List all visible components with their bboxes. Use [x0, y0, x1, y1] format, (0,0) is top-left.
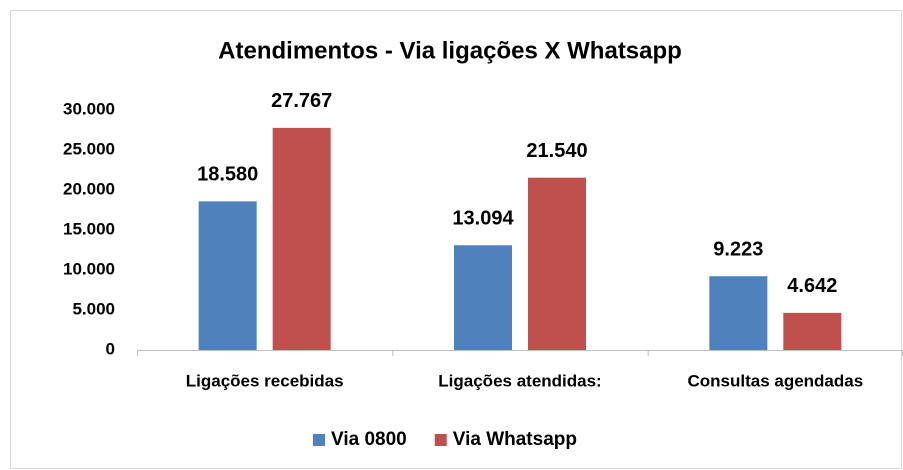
bar	[454, 245, 512, 350]
data-label: 21.540	[526, 140, 587, 162]
chart-frame	[10, 10, 902, 469]
x-tick-label: Consultas agendadas	[687, 371, 863, 390]
legend-swatch	[434, 434, 447, 446]
data-label: 13.094	[452, 208, 514, 230]
bar	[783, 312, 842, 350]
y-tick-label: 5.000	[72, 299, 115, 318]
x-tick-label: Ligações atendidas:	[438, 371, 601, 390]
y-tick-label: 30.000	[63, 99, 115, 118]
bar	[272, 127, 331, 350]
y-tick-label: 25.000	[63, 139, 115, 158]
legend-swatch	[313, 434, 325, 446]
data-label: 27.767	[271, 90, 332, 112]
y-tick-label: 0	[106, 339, 115, 358]
data-label: 4.642	[787, 275, 837, 297]
data-label: 9.223	[713, 238, 763, 260]
bar	[198, 201, 257, 350]
legend-label: Via 0800	[331, 429, 407, 450]
data-label: 18.580	[197, 164, 258, 186]
chart-title: Atendimentos - Via ligações X Whatsapp	[218, 37, 682, 64]
legend-label: Via Whatsapp	[453, 429, 577, 450]
y-tick-label: 20.000	[63, 179, 115, 198]
x-tick-label: Ligações recebidas	[186, 371, 344, 390]
y-tick-label: 10.000	[63, 259, 115, 278]
y-tick-label: 15.000	[63, 219, 115, 238]
bar	[709, 276, 768, 350]
bar	[528, 177, 586, 350]
